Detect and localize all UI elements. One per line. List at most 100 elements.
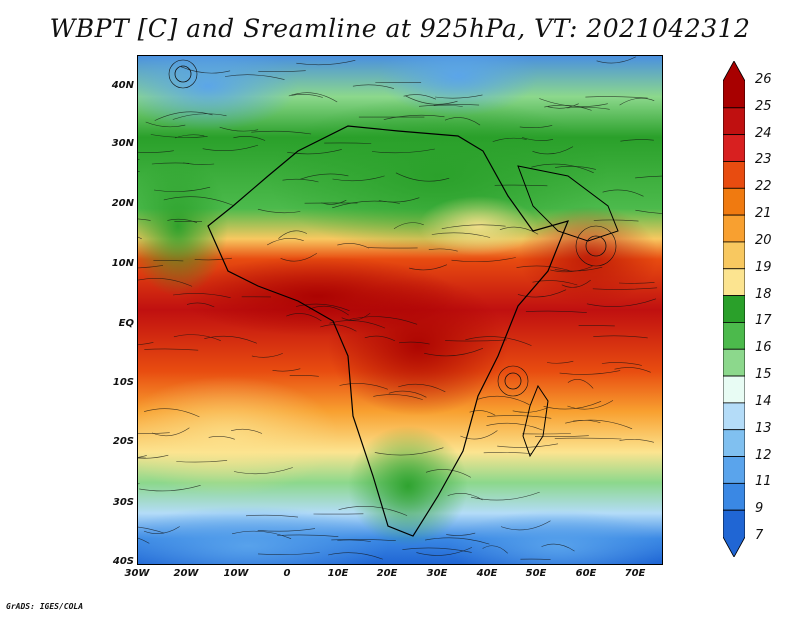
streamline: [520, 558, 551, 560]
lon-label-20w: 20W: [173, 568, 199, 579]
colorbar-segment: [723, 187, 745, 216]
colorbar-label: 22: [755, 179, 772, 195]
colorbar-label: 14: [755, 393, 772, 409]
colorbar-label: 21: [755, 206, 772, 222]
streamline: [593, 335, 648, 339]
streamline: [138, 432, 170, 434]
streamline: [139, 485, 201, 492]
streamline: [416, 547, 473, 556]
streamline: [257, 552, 320, 555]
streamline: [224, 74, 285, 80]
streamline: [321, 199, 347, 205]
streamline: [550, 266, 593, 273]
streamline: [593, 219, 639, 222]
streamline: [619, 97, 655, 106]
streamline: [546, 360, 574, 364]
vortex-arabian-sea: [585, 235, 607, 257]
streamline: [601, 362, 642, 366]
colorbar-label: 26: [755, 72, 772, 87]
vortex-sw-indian: [504, 372, 522, 390]
colorbar-segment: [723, 61, 745, 109]
streamline: [517, 289, 567, 298]
streamline: [444, 117, 481, 126]
lat-label-10n: 10N: [111, 258, 134, 269]
streamline: [232, 530, 292, 539]
streamline: [204, 335, 257, 344]
streamline: [251, 130, 312, 135]
streamline: [328, 552, 383, 560]
streamline: [428, 248, 458, 252]
lon-label-50e: 50E: [525, 568, 547, 579]
streamline: [331, 539, 396, 541]
streamline: [555, 165, 596, 170]
colorbar: [723, 61, 745, 557]
streamline: [596, 56, 636, 64]
streamline: [371, 148, 435, 154]
streamline: [257, 208, 301, 214]
streamline: [257, 528, 316, 532]
colorbar-label: 16: [755, 340, 772, 356]
streamline: [251, 353, 283, 358]
colorbar-label: 17: [755, 313, 772, 329]
streamline: [405, 95, 458, 105]
colorbar-label: 12: [755, 447, 772, 463]
colorbar-label: 7: [755, 528, 764, 543]
lat-label-20s: 20S: [112, 436, 134, 447]
streamline: [469, 410, 496, 416]
streamline: [483, 452, 532, 454]
streamline: [320, 324, 357, 332]
colorbar-segment: [723, 429, 745, 457]
streamline: [296, 60, 356, 66]
streamline: [425, 469, 471, 478]
streamline: [614, 367, 651, 373]
lat-label-40n: 40N: [111, 80, 134, 91]
streamline: [150, 134, 208, 138]
streamline: [272, 368, 301, 372]
streamline: [547, 103, 579, 109]
streamline: [602, 189, 644, 197]
streamline: [219, 126, 259, 132]
streamline: [619, 439, 654, 443]
streamline: [534, 435, 589, 438]
streamline: [500, 520, 551, 531]
streamline: [567, 400, 614, 410]
colorbar-label: 11: [755, 474, 772, 490]
colorbar-label: 24: [755, 125, 772, 141]
streamline: [145, 121, 186, 128]
lat-label-10s: 10S: [112, 377, 134, 388]
streamline: [289, 375, 319, 377]
streamline: [138, 218, 151, 221]
lon-label-40e: 40E: [476, 568, 498, 579]
streamline: [559, 370, 621, 375]
colorbar-segment: [723, 161, 745, 189]
streamline: [554, 437, 622, 440]
streamline: [395, 172, 450, 182]
streamline: [173, 334, 221, 341]
colorbar-label: 15: [755, 367, 772, 383]
colorbar-label: 25: [755, 98, 772, 114]
streamline: [174, 134, 205, 139]
colorbar-segment: [723, 402, 745, 431]
streamline: [585, 96, 648, 99]
colorbar-segment: [723, 509, 745, 557]
streamline: [465, 336, 532, 346]
streamline: [441, 224, 506, 229]
streamline: [151, 162, 190, 165]
map-panel: [137, 55, 663, 565]
streamline: [398, 341, 430, 345]
streamline: [194, 257, 232, 261]
colorbar-label: 19: [755, 259, 772, 275]
lon-label-10e: 10E: [327, 568, 349, 579]
streamline: [138, 265, 164, 269]
colorbar-label: 23: [755, 152, 772, 168]
streamline: [567, 379, 594, 389]
streamline: [163, 196, 234, 206]
lon-label-0: 0: [283, 568, 291, 579]
streamline: [532, 280, 578, 286]
streamline: [492, 137, 527, 142]
footer-credit: GrADS: IGES/COLA: [6, 602, 84, 611]
streamline: [286, 313, 322, 322]
streamline: [138, 526, 165, 534]
streamline: [435, 94, 483, 99]
lon-label-30w: 30W: [124, 568, 150, 579]
